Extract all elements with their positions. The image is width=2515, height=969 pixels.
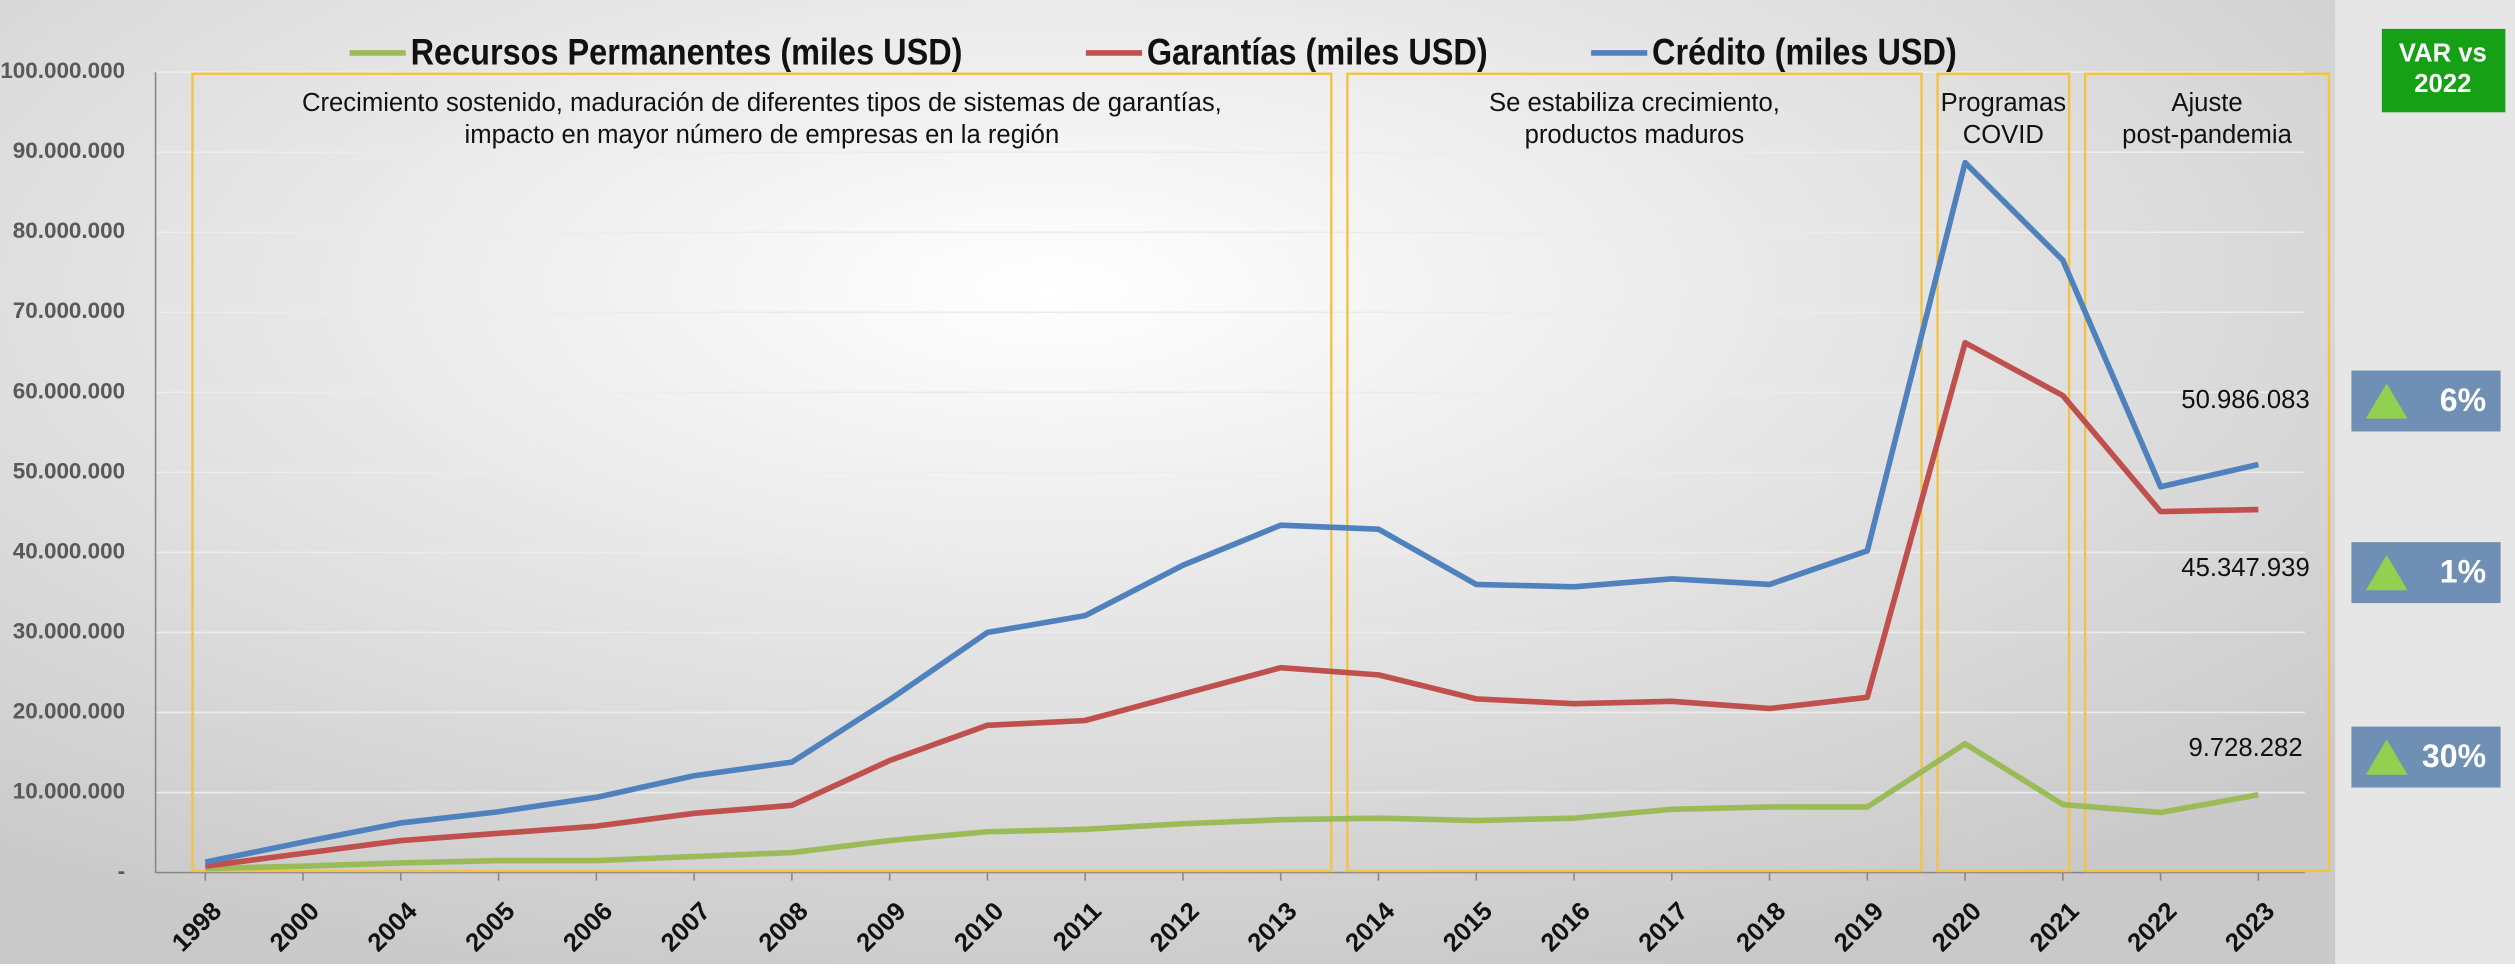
- var-header-label: VAR vs: [2399, 39, 2487, 67]
- period-label: post-pandemia: [2122, 121, 2292, 149]
- var-header: [2381, 28, 2506, 113]
- period-label: COVID: [1963, 121, 2044, 149]
- var-label: 30%: [2422, 738, 2486, 774]
- up-arrow: [2365, 739, 2408, 775]
- period-label: Programas: [1941, 89, 2066, 117]
- y-tick-label: 90.000.000: [13, 138, 125, 163]
- period-box: [191, 72, 1333, 873]
- y-tick-label: 20.000.000: [13, 698, 125, 723]
- side-panel: [2335, 0, 2515, 964]
- up-arrow: [2365, 383, 2408, 419]
- series-line: [205, 740, 2259, 872]
- period-box: [2083, 72, 2331, 873]
- period-label: Ajuste: [2171, 89, 2242, 117]
- legend-label: Crédito (miles USD): [1652, 32, 1957, 72]
- data-label: 45.347.939: [2181, 554, 2309, 582]
- legend-label: Recursos Permanentes (miles USD): [411, 32, 963, 72]
- period-box: [1346, 72, 1923, 873]
- y-tick-label: 60.000.000: [13, 378, 125, 403]
- var-label: 6%: [2440, 382, 2486, 418]
- series-line: [204, 339, 2259, 869]
- y-tick-label: 80.000.000: [13, 218, 125, 243]
- y-tick-label: 100.000.000: [0, 58, 125, 83]
- legend-label: Garantías (miles USD): [1147, 32, 1488, 72]
- data-label: 9.728.282: [2188, 734, 2302, 762]
- series-line: [204, 159, 2259, 865]
- period-label: Se estabiliza crecimiento,: [1489, 89, 1780, 117]
- y-tick-label: 70.000.000: [13, 298, 125, 323]
- data-label: 50.986.083: [2181, 386, 2309, 414]
- plot-background: [0, 0, 2336, 964]
- y-tick-label: 10.000.000: [13, 778, 125, 803]
- var-header-label: 2022: [2414, 70, 2471, 98]
- period-label: Crecimiento sostenido, maduración de dif…: [302, 89, 1222, 117]
- var-label: 1%: [2440, 554, 2486, 590]
- var-badge: [2351, 370, 2501, 432]
- y-tick-label: 30.000.000: [13, 618, 125, 643]
- y-tick-label: 50.000.000: [13, 458, 125, 483]
- up-arrow: [2365, 554, 2408, 591]
- y-tick-label: -: [118, 859, 125, 884]
- period-label: productos maduros: [1525, 121, 1745, 149]
- period-box: [1936, 72, 2071, 873]
- y-tick-label: 40.000.000: [13, 538, 125, 563]
- period-label: impacto en mayor número de empresas en l…: [465, 121, 1060, 149]
